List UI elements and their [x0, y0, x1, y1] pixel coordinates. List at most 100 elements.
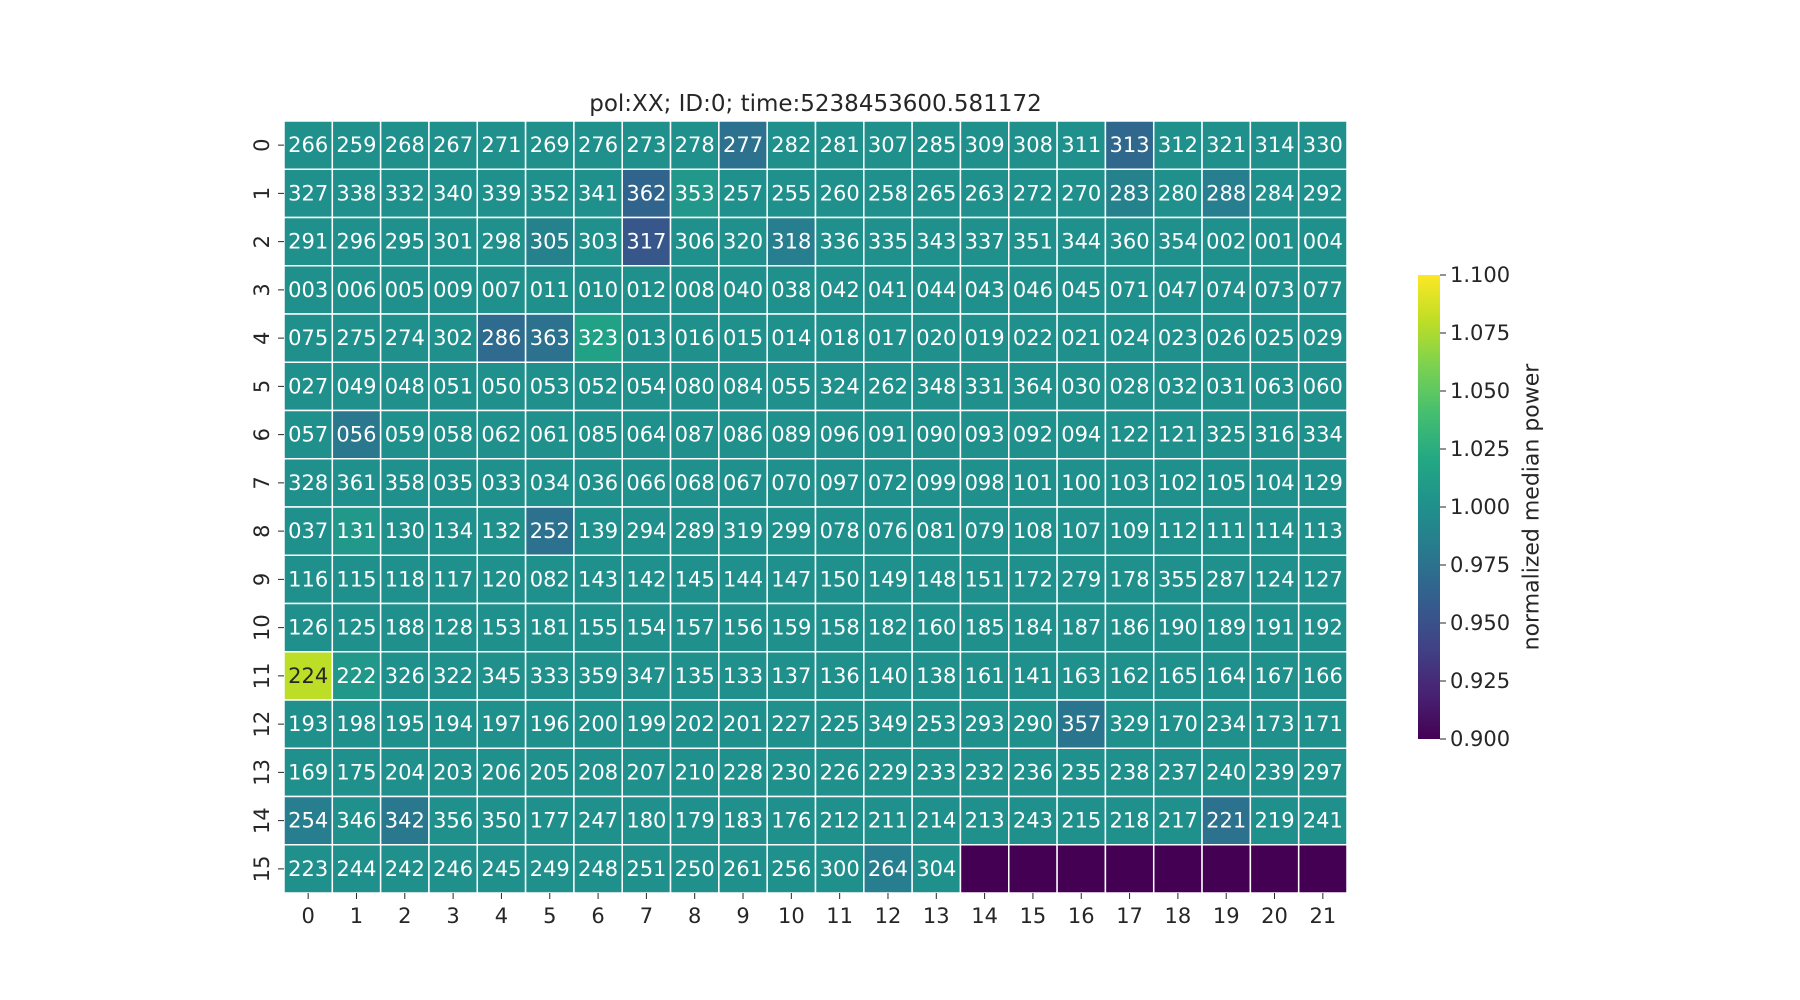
- cell-annotation: 221: [1206, 809, 1246, 833]
- cell-annotation: 245: [481, 857, 521, 881]
- cell-annotation: 031: [1206, 374, 1246, 398]
- x-tick-label: 4: [495, 904, 508, 928]
- cell-annotation: 359: [578, 664, 618, 688]
- cell-annotation: 164: [1206, 664, 1246, 688]
- heatmap-cell: [1297, 168, 1348, 219]
- cell-annotation: 225: [820, 712, 860, 736]
- y-tick-label: 1: [250, 187, 274, 200]
- heatmap-cell: [1201, 216, 1252, 267]
- heatmap-cell: [1152, 602, 1203, 653]
- cell-annotation: 205: [530, 760, 570, 784]
- heatmap-cell: [766, 554, 817, 605]
- cell-annotation: 021: [1061, 326, 1101, 350]
- cell-annotation: 218: [1110, 809, 1150, 833]
- heatmap-cell: [959, 747, 1010, 798]
- cell-annotation: 049: [336, 374, 376, 398]
- cell-annotation: 105: [1206, 471, 1246, 495]
- colorbar-tick-label: 1.025: [1450, 437, 1510, 461]
- heatmap-cell: [1249, 458, 1300, 508]
- cell-annotation: 236: [1013, 760, 1053, 784]
- colorbar-tick-label: 0.975: [1450, 553, 1510, 577]
- heatmap-cell: [1152, 265, 1203, 315]
- cell-annotation: 294: [626, 519, 666, 543]
- x-tick-label: 16: [1068, 904, 1095, 928]
- heatmap-cell: [718, 313, 768, 363]
- heatmap-cell: [1201, 795, 1252, 846]
- cell-annotation: 290: [1013, 712, 1053, 736]
- cell-annotation: 133: [723, 664, 763, 688]
- heatmap-cell: [1008, 699, 1058, 749]
- cell-annotation: 139: [578, 519, 618, 543]
- cell-annotation: 141: [1013, 664, 1053, 688]
- cell-annotation: 320: [723, 230, 763, 254]
- heatmap-cell: [1152, 168, 1203, 219]
- heatmap-cell: [863, 361, 913, 412]
- heatmap-cell: [814, 313, 865, 363]
- cell-annotation: 026: [1206, 326, 1246, 350]
- cell-annotation: 271: [481, 133, 521, 157]
- cell-annotation: 042: [820, 278, 860, 302]
- heatmap-cell: [766, 699, 817, 749]
- cell-annotation: 227: [771, 712, 811, 736]
- cell-annotation: 283: [1110, 181, 1150, 205]
- cell-annotation: 299: [771, 519, 811, 543]
- heatmap-cell: [1152, 120, 1203, 170]
- heatmap-cell: [1201, 844, 1252, 894]
- cell-annotation: 333: [530, 664, 570, 688]
- heatmap-cell: [476, 554, 527, 605]
- cell-annotation: 247: [578, 809, 618, 833]
- cell-annotation: 303: [578, 230, 618, 254]
- heatmap-cell: [669, 747, 720, 798]
- cell-annotation: 005: [385, 278, 425, 302]
- cell-annotation: 234: [1206, 712, 1246, 736]
- cell-annotation: 195: [385, 712, 425, 736]
- cell-annotation: 222: [336, 664, 376, 688]
- cell-annotation: 020: [916, 326, 956, 350]
- colorbar-gradient: [1418, 275, 1440, 739]
- heatmap-cell: [524, 458, 575, 508]
- heatmap-cell: [911, 216, 962, 267]
- cell-annotation: 182: [868, 616, 908, 640]
- heatmap-cell: [476, 844, 527, 894]
- heatmap-cell: [573, 602, 623, 653]
- cell-annotation: 140: [868, 664, 908, 688]
- cell-annotation: 241: [1303, 809, 1343, 833]
- cell-annotation: 307: [868, 133, 908, 157]
- cell-annotation: 186: [1110, 616, 1150, 640]
- cell-annotation: 179: [675, 809, 715, 833]
- heatmap-cell: [814, 120, 865, 170]
- heatmap-cell: [1104, 120, 1155, 170]
- heatmap-cell: [1008, 361, 1058, 412]
- heatmap-cell: [524, 602, 575, 653]
- x-tick-label: 6: [591, 904, 604, 928]
- cell-annotation: 158: [820, 616, 860, 640]
- cell-annotation: 080: [675, 374, 715, 398]
- cell-annotation: 008: [675, 278, 715, 302]
- heatmap-cell: [283, 313, 334, 363]
- cell-annotation: 337: [965, 230, 1005, 254]
- heatmap-cell: [1056, 120, 1107, 170]
- cell-annotation: 058: [433, 423, 473, 447]
- cell-annotation: 024: [1110, 326, 1150, 350]
- x-axis-ticks: 0 1 2 3 4 5 6 7 8 9 10 11 12 13 14 15 16 17 18 19 20 21: [301, 893, 1336, 928]
- cell-annotation: 018: [820, 326, 860, 350]
- cell-annotation: 162: [1110, 664, 1150, 688]
- cell-annotation: 215: [1061, 809, 1101, 833]
- cell-annotation: 130: [385, 519, 425, 543]
- heatmap-cell: [283, 651, 334, 701]
- heatmap-cell: [1104, 844, 1155, 894]
- cell-annotation: 232: [965, 760, 1005, 784]
- cell-annotation: 077: [1303, 278, 1343, 302]
- cell-annotation: 177: [530, 809, 570, 833]
- heatmap-cell: [524, 554, 575, 605]
- cell-annotation: 172: [1013, 567, 1053, 591]
- cell-annotation: 072: [868, 471, 908, 495]
- cell-annotation: 171: [1303, 712, 1343, 736]
- heatmap-cell: [1104, 795, 1155, 846]
- cell-annotation: 025: [1254, 326, 1294, 350]
- cell-annotation: 082: [530, 567, 570, 591]
- cell-annotation: 229: [868, 760, 908, 784]
- cell-annotation: 111: [1206, 519, 1246, 543]
- cell-annotation: 292: [1303, 181, 1343, 205]
- heatmap-cell: [1297, 409, 1348, 460]
